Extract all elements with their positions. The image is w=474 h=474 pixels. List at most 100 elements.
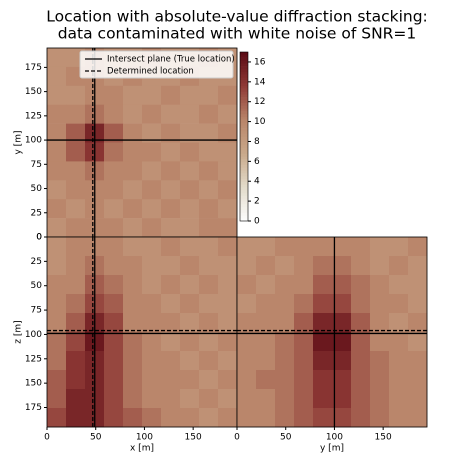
- heatmap-cell: [237, 408, 257, 428]
- heatmap-cell: [123, 332, 143, 352]
- y-tick-label: 100: [25, 136, 42, 146]
- colorbar-step: [240, 85, 248, 89]
- heatmap-cell: [389, 370, 409, 390]
- heatmap-cell: [161, 294, 181, 314]
- heatmap-cell: [408, 351, 428, 371]
- colorbar-step: [240, 178, 248, 182]
- heatmap-cell: [104, 104, 124, 124]
- heatmap-cell: [389, 237, 409, 257]
- heatmap-cell: [218, 389, 238, 409]
- colorbar-step: [240, 181, 248, 185]
- colorbar-step: [240, 218, 248, 222]
- heatmap-cell: [104, 294, 124, 314]
- heatmap-cell: [142, 256, 162, 276]
- colorbar-tick-label: 2: [254, 197, 260, 207]
- heatmap-cell: [199, 256, 219, 276]
- heatmap-cell: [142, 332, 162, 352]
- y-tick-label: 25: [31, 208, 42, 218]
- heatmap-cell: [47, 332, 67, 352]
- colorbar-step: [240, 54, 248, 58]
- heatmap-cell: [256, 351, 276, 371]
- colorbar-step: [240, 122, 248, 126]
- heatmap-cell: [66, 237, 86, 257]
- heatmap-cell: [256, 313, 276, 333]
- heatmap-cell: [237, 294, 257, 314]
- heatmap-cell: [104, 332, 124, 352]
- heatmap-cell: [351, 237, 371, 257]
- legend-label: Determined location: [107, 67, 194, 77]
- heatmap-cell: [199, 332, 219, 352]
- heatmap-cell: [66, 389, 86, 409]
- heatmap-cell: [161, 218, 181, 238]
- colorbar-step: [240, 108, 248, 112]
- heatmap-cell: [294, 256, 314, 276]
- heatmap-cell: [370, 351, 390, 371]
- heatmap-cell: [313, 294, 333, 314]
- heatmap-cell: [218, 218, 238, 238]
- heatmap-cell: [142, 351, 162, 371]
- heatmap-cell: [47, 104, 67, 124]
- heatmap-cell: [256, 370, 276, 390]
- colorbar-step: [240, 209, 248, 213]
- colorbar-step: [240, 125, 248, 129]
- heatmap-cell: [256, 294, 276, 314]
- heatmap-cell: [256, 256, 276, 276]
- heatmap-cell: [218, 408, 238, 428]
- colorbar-step: [240, 156, 248, 160]
- colorbar-step: [240, 198, 248, 202]
- y-tick-label: 125: [25, 354, 42, 364]
- heatmap-cell: [66, 123, 86, 143]
- heatmap-cell: [408, 256, 428, 276]
- colorbar-step: [240, 201, 248, 205]
- heatmap-cell: [332, 237, 352, 257]
- heatmap-cell: [389, 332, 409, 352]
- y-axis-label: z [m]: [14, 320, 24, 343]
- heatmap-cell: [199, 237, 219, 257]
- x-tick-label: 50: [280, 433, 292, 443]
- colorbar-step: [240, 139, 248, 143]
- heatmap-cell: [389, 408, 409, 428]
- colorbar-tick-label: 16: [254, 57, 266, 67]
- heatmap-cell: [66, 104, 86, 124]
- heatmap-cell: [332, 351, 352, 371]
- heatmap-cell: [389, 389, 409, 409]
- heatmap-cell: [199, 218, 219, 238]
- colorbar-tick-label: 8: [254, 137, 260, 147]
- x-tick-label: 150: [375, 433, 392, 443]
- heatmap-cell: [104, 199, 124, 219]
- heatmap-cell: [123, 142, 143, 162]
- x-tick-label: 50: [90, 433, 102, 443]
- heatmap-cell: [256, 237, 276, 257]
- heatmap-cell: [218, 313, 238, 333]
- heatmap-cell: [123, 85, 143, 105]
- heatmap-cell: [180, 123, 200, 143]
- heatmap-cell: [351, 275, 371, 295]
- heatmap-cell: [47, 237, 67, 257]
- colorbar-step: [240, 164, 248, 168]
- y-tick-label: 100: [25, 330, 42, 340]
- colorbar-step: [240, 190, 248, 194]
- colorbar-step: [240, 105, 248, 109]
- heatmap-cell: [408, 237, 428, 257]
- heatmap-cell: [123, 161, 143, 181]
- heatmap-cell: [180, 218, 200, 238]
- y-tick-label: 175: [25, 63, 42, 73]
- heatmap-cell: [256, 275, 276, 295]
- heatmap-cell: [66, 180, 86, 200]
- colorbar-tick-label: 0: [254, 217, 260, 227]
- heatmap-cell: [180, 275, 200, 295]
- heatmap-cell: [408, 408, 428, 428]
- colorbar-step: [240, 159, 248, 163]
- heatmap-cell: [180, 104, 200, 124]
- y-tick-label: 150: [25, 379, 42, 389]
- heatmap-cell: [47, 351, 67, 371]
- heatmap-cell: [161, 142, 181, 162]
- heatmap-cell: [47, 389, 67, 409]
- heatmap-cell: [370, 313, 390, 333]
- heatmap-cell: [199, 294, 219, 314]
- heatmap-cell: [104, 123, 124, 143]
- colorbar-step: [240, 144, 248, 149]
- heatmap-cell: [351, 408, 371, 428]
- heatmap-cell: [47, 408, 67, 428]
- heatmap-cell: [313, 370, 333, 390]
